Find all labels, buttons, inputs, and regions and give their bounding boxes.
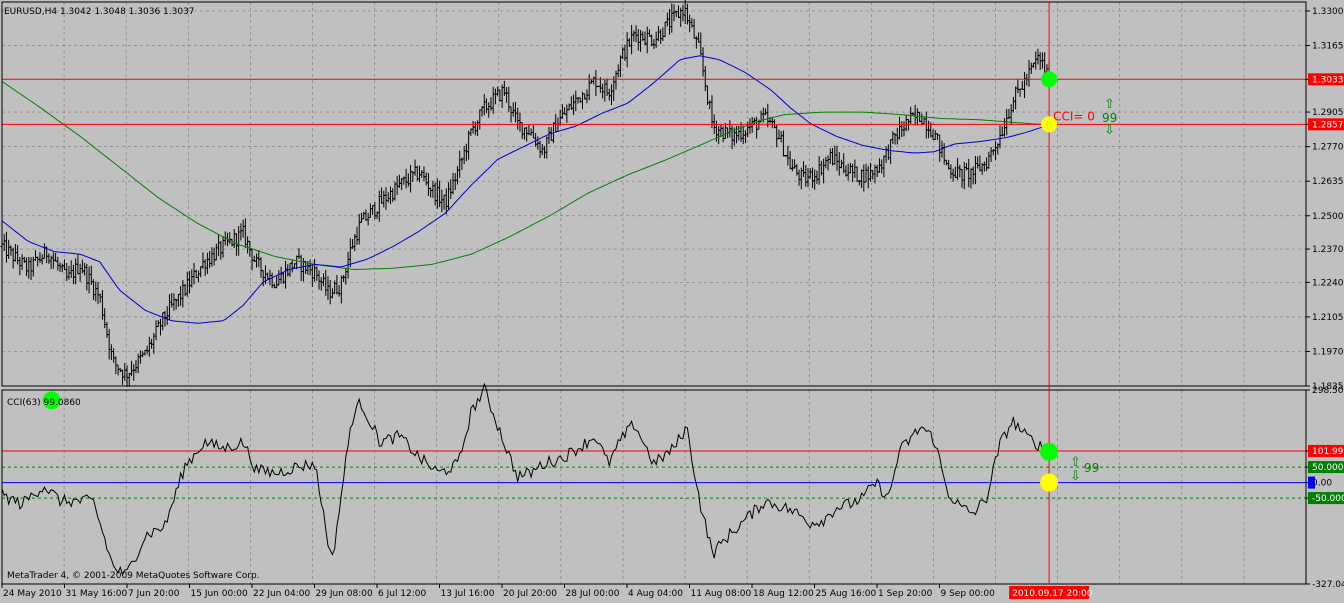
time-tick-label: 22 Jun 04:00 <box>253 589 310 599</box>
yellow-price-marker <box>1041 116 1058 133</box>
price-tick-label: 1.1970 <box>1312 347 1344 357</box>
time-tick-label: 7 Jun 20:00 <box>128 589 180 599</box>
cci-level-tag <box>1308 461 1344 474</box>
cci-level-tag <box>1308 492 1344 505</box>
price-level-label: 1.2857 <box>1312 120 1344 130</box>
ma-fast-line <box>1 55 1050 324</box>
cci-arrow-value-label: 99 <box>1084 461 1099 475</box>
time-tick-label: 13 Jul 16:00 <box>441 589 495 599</box>
cci-line <box>1 382 1050 577</box>
time-tick-label: 25 Aug 16:00 <box>816 589 877 599</box>
cursor-time-tag <box>1009 586 1090 599</box>
time-tick-label: 28 Jul 00:00 <box>566 589 620 599</box>
time-tick-label: 9 Sep 00:00 <box>941 589 996 599</box>
cci-indicator-label: CCI(63) 99.0860 <box>7 398 81 408</box>
time-tick-label: 29 Jun 08:00 <box>316 589 373 599</box>
time-tick-label: 24 May 2010 <box>3 589 62 599</box>
green-cci-marker <box>1040 442 1059 461</box>
time-tick-label: 31 May 16:00 <box>66 589 128 599</box>
price-level-tag <box>1308 73 1344 86</box>
price-panel-frame <box>1 1 1307 387</box>
cci-value-annotation: CCI= 0 <box>1053 109 1095 123</box>
time-tick-label: 4 Aug 04:00 <box>628 589 683 599</box>
time-tick-label: 1 Sep 20:00 <box>878 589 933 599</box>
cci-level-tag <box>1308 444 1344 457</box>
down-arrow-icon: ⇩ <box>1104 123 1115 138</box>
up-arrow-icon: ⇧ <box>1104 97 1115 112</box>
price-tick-label: 1.2770 <box>1312 143 1344 153</box>
cci-tick-label: -327.04 <box>1312 580 1344 590</box>
time-tick-label: 20 Jul 20:00 <box>503 589 557 599</box>
cci-up-arrow-icon: ⇧ <box>1070 455 1081 470</box>
price-tick-label: 1.2635 <box>1312 177 1344 187</box>
price-tick-label: 1.2105 <box>1312 313 1344 323</box>
time-tick-label: 18 Aug 12:00 <box>753 589 814 599</box>
price-tick-label: 1.2500 <box>1312 212 1344 222</box>
price-tick-label: 1.3300 <box>1312 7 1344 17</box>
ma-slow-line <box>1 80 1050 271</box>
time-tick-label: 11 Aug 08:00 <box>691 589 752 599</box>
chart-header-text: EURUSD,H4 1.3042 1.3048 1.3036 1.3037 <box>4 7 195 17</box>
cci-zero-tag <box>1308 476 1315 489</box>
cursor-time-label: 2010.09.17 20:00 <box>1012 589 1093 599</box>
price-level-tag <box>1308 118 1344 131</box>
time-tick-label: 6 Jul 12:00 <box>378 589 427 599</box>
watermark-text: MetaTrader 4, © 2001-2009 MetaQuotes Sof… <box>7 571 260 581</box>
cci-panel-frame <box>1 389 1307 585</box>
price-level-label: 1.3033 <box>1312 75 1344 85</box>
cci-down-arrow-icon: ⇩ <box>1070 469 1081 484</box>
cci-tick-label: 101.999 <box>1312 447 1344 457</box>
price-tick-label: 1.2905 <box>1312 108 1344 118</box>
green-price-marker <box>1041 71 1058 88</box>
time-tick-label: 15 Jun 00:00 <box>191 589 248 599</box>
price-tick-label: 1.1835 <box>1312 382 1344 392</box>
arrow-value-label: 99 <box>1102 111 1117 125</box>
cci-tick-label: 0.00 <box>1312 479 1332 489</box>
price-tick-label: 1.2240 <box>1312 278 1344 288</box>
cci-tick-label: 298.503 <box>1312 386 1344 396</box>
price-tick-label: 1.2370 <box>1312 245 1344 255</box>
price-tick-label: 1.3165 <box>1312 42 1344 52</box>
green-cci-marker <box>42 391 61 410</box>
yellow-cci-marker <box>1040 473 1059 492</box>
